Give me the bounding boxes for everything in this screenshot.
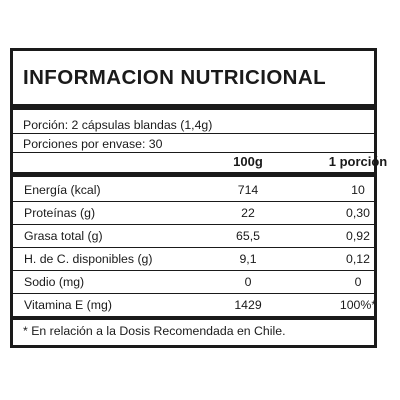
table-row: Vitamina E (mg) 1429 100%*: [13, 294, 376, 316]
table-row: Sodio (mg) 0 0: [13, 271, 374, 293]
nutrient-name: H. de C. disponibles (g): [24, 252, 153, 266]
servings-divider: [13, 152, 374, 153]
nutrient-name: Grasa total (g): [24, 229, 103, 243]
row-divider: [13, 270, 374, 271]
nutrient-value-serving: 0: [354, 275, 362, 289]
nutrient-value-serving: 0,12: [346, 252, 370, 266]
nutrient-name: Energía (kcal): [24, 183, 101, 197]
footer-divider: [13, 316, 374, 320]
title-divider: [13, 104, 374, 110]
nutrient-name: Sodio (mg): [24, 275, 85, 289]
nutrient-value-100g: 0: [244, 275, 252, 289]
nutrient-value-100g: 714: [237, 183, 259, 197]
nutrient-value-serving: 0,92: [346, 229, 370, 243]
row-divider: [13, 293, 374, 294]
nutrition-facts-panel: INFORMACION NUTRICIONAL Porción: 2 cápsu…: [10, 48, 387, 348]
row-divider: [13, 224, 374, 225]
row-divider: [13, 201, 374, 202]
footnote: * En relación a la Dosis Recomendada en …: [23, 324, 286, 338]
header-divider: [13, 172, 374, 177]
table-row: Proteínas (g) 22 0,30: [13, 202, 374, 224]
row-divider: [13, 247, 374, 248]
nutrient-value-serving: 100%*: [339, 298, 377, 312]
label-title: INFORMACION NUTRICIONAL: [23, 66, 327, 89]
nutrient-value-100g: 22: [241, 206, 255, 220]
serving-divider: [13, 133, 374, 134]
table-row: Energía (kcal) 714 10: [13, 179, 374, 201]
nutrient-name: Vitamina E (mg): [24, 298, 112, 312]
nutrient-value-serving: 10: [351, 183, 365, 197]
column-header-100g: 100g: [233, 154, 263, 169]
nutrient-value-serving: 0,30: [346, 206, 370, 220]
servings-per-container: Porciones por envase: 30: [23, 137, 163, 151]
column-header-per-serving: 1 porción: [328, 154, 388, 169]
nutrient-value-100g: 65,5: [236, 229, 260, 243]
nutrient-name: Proteínas (g): [24, 206, 96, 220]
serving-size: Porción: 2 cápsulas blandas (1,4g): [23, 118, 213, 132]
table-row: H. de C. disponibles (g) 9,1 0,12: [13, 248, 374, 270]
nutrient-value-100g: 9,1: [239, 252, 257, 266]
nutrient-value-100g: 1429: [234, 298, 262, 312]
table-row: Grasa total (g) 65,5 0,92: [13, 225, 374, 247]
